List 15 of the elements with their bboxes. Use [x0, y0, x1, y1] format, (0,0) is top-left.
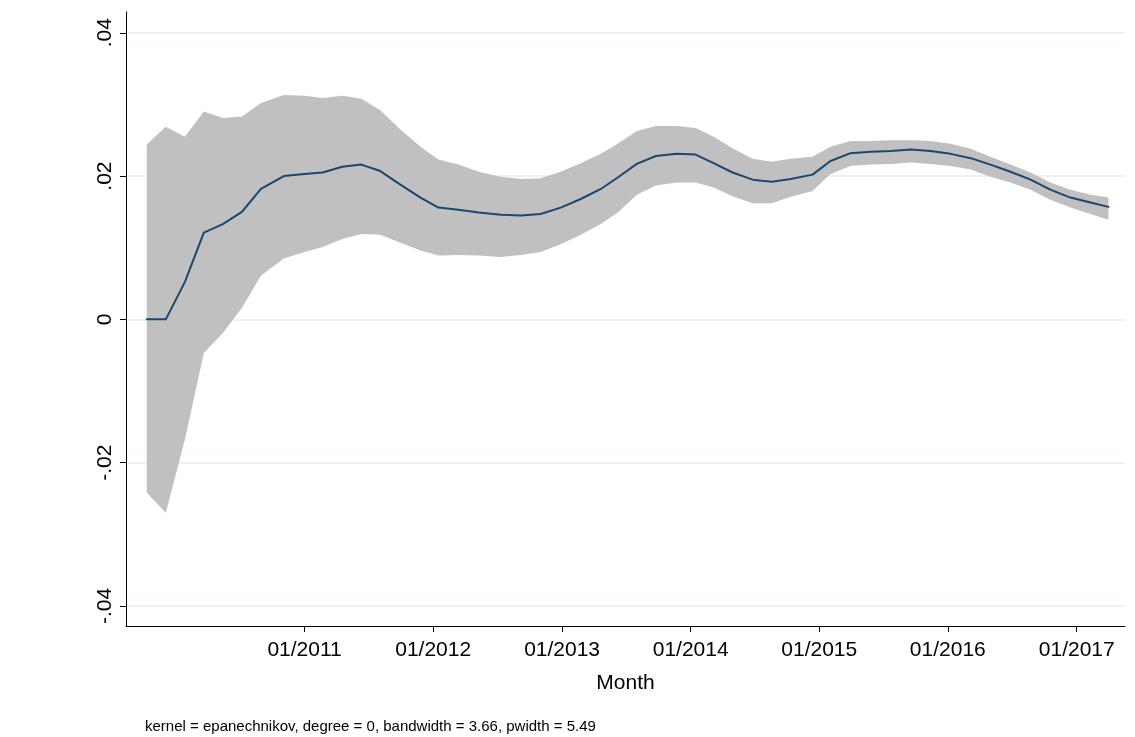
x-tick-label: 01/2011	[267, 637, 342, 660]
x-tick-label: 01/2014	[652, 637, 729, 660]
line-series	[145, 148, 1110, 321]
x-tick-label: 01/2012	[395, 637, 472, 660]
y-tick-label: .04	[92, 17, 115, 48]
y-tick-label: .02	[92, 161, 115, 191]
x-tick-label: 01/2013	[524, 637, 601, 660]
x-tick-label: 01/2015	[781, 637, 858, 660]
y-tick-label: -.04	[92, 587, 115, 625]
y-tick-label: 0	[92, 313, 115, 326]
x-tick-label: 01/2016	[909, 637, 986, 660]
x-axis-title: Month	[596, 670, 655, 693]
text: kernel = epanechnikov, degree = 0, bandwidth = 3.66, pwidth = 5.49	[145, 717, 596, 734]
x-tick-label: 01/2017	[1038, 637, 1115, 660]
y-tick-label: -.02	[92, 444, 115, 481]
